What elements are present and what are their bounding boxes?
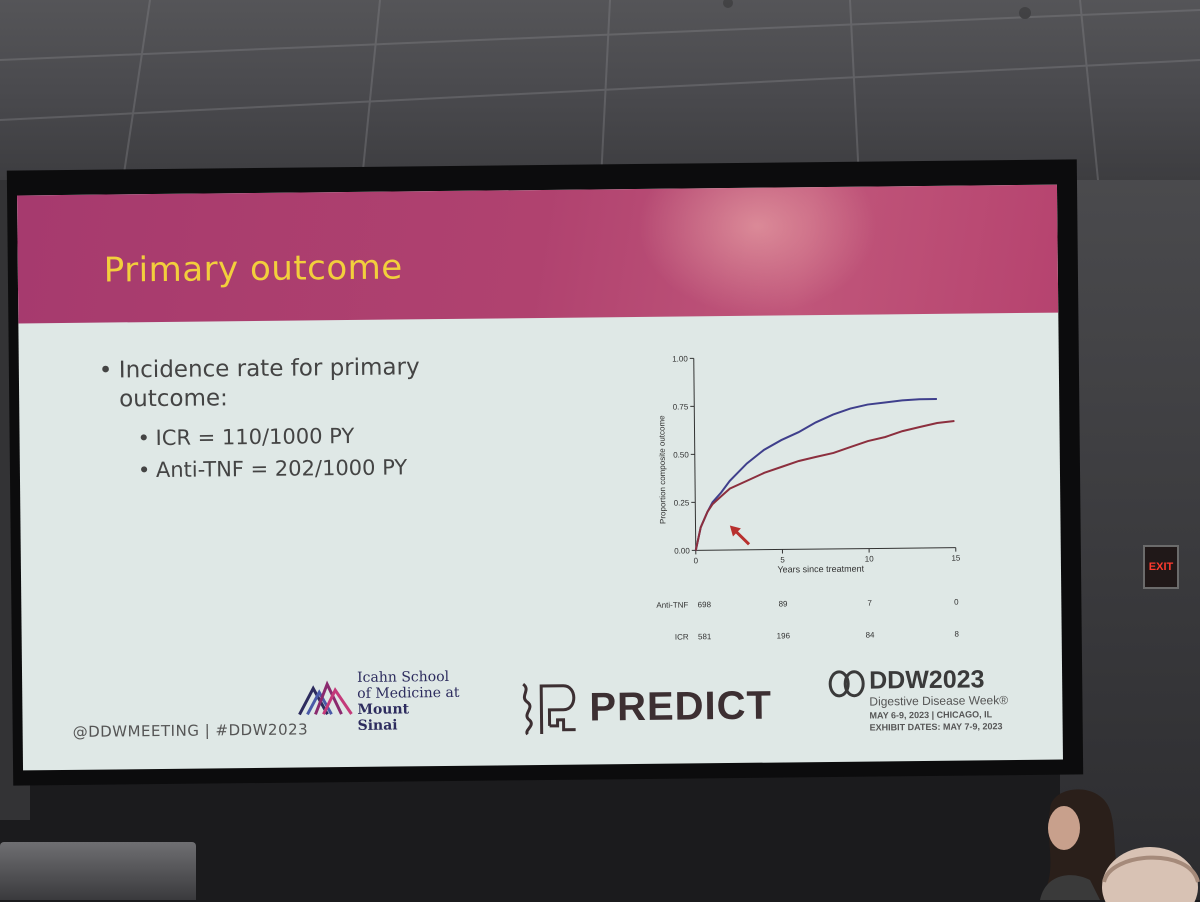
x-axis-label: Years since treatment (777, 564, 864, 575)
bullet-glyph: • (99, 356, 113, 385)
ddw-title: DDW2023 (869, 665, 985, 695)
annotation-arrow (735, 530, 749, 544)
predict-icon (517, 680, 586, 737)
bullet-glyph: • (138, 458, 156, 482)
ceiling-light (1019, 7, 1031, 19)
sub-bullet-item: •ICR = 110/1000 PY (137, 422, 537, 450)
exit-sign-text: EXIT (1147, 561, 1175, 573)
icahn-line: Sinai (358, 717, 460, 734)
risk-table-value: 581 (698, 632, 712, 641)
ddw-dates: MAY 6-9, 2023 | CHICAGO, IL (869, 709, 992, 720)
ddw-exhibit-dates: EXHIBIT DATES: MAY 7-9, 2023 (870, 721, 1003, 732)
icahn-text: Icahn School of Medicine at Mount Sinai (357, 669, 460, 734)
bullet-glyph: • (137, 426, 155, 450)
x-tick-label: 5 (780, 555, 785, 564)
header-glow (637, 186, 878, 317)
x-tick-label: 10 (865, 555, 875, 564)
x-axis (696, 548, 956, 551)
risk-table-value: 8 (954, 630, 959, 639)
sub-bullet-text: Anti-TNF = 202/1000 PY (156, 455, 408, 482)
ddw-icon (827, 669, 867, 699)
y-tick-label: 1.00 (672, 354, 688, 363)
icahn-line: of Medicine at (357, 685, 459, 702)
risk-table-value: 196 (777, 631, 791, 640)
projector (0, 842, 196, 900)
risk-table-value: 7 (867, 599, 872, 608)
x-tick-label: 0 (694, 556, 699, 565)
mountain-icon (297, 674, 355, 717)
cumulative-incidence-chart: 0.00 0.25 0.50 0.75 1.00 0 5 10 15 Years since tr… (619, 351, 972, 655)
risk-table-value: 84 (866, 631, 876, 640)
predict-logo: PREDICT (517, 677, 818, 740)
risk-table-value: 89 (779, 599, 789, 608)
sub-bullet-item: •Anti-TNF = 202/1000 PY (138, 454, 538, 482)
risk-table-label: ICR (675, 632, 689, 641)
slide-title: Primary outcome (104, 247, 403, 290)
y-tick-label: 0.75 (673, 402, 689, 411)
ddw-logo: DDW2023 Digestive Disease Week® MAY 6-9,… (827, 665, 1048, 747)
sub-bullet-text: ICR = 110/1000 PY (155, 424, 354, 450)
bullet-item: • Incidence rate for primary outcome: (99, 352, 529, 357)
icahn-line: Mount (357, 701, 459, 718)
bullet-text: Incidence rate for primary outcome: (119, 352, 520, 414)
risk-table-label: Anti-TNF (656, 600, 688, 609)
risk-table-value: 0 (954, 598, 959, 607)
predict-wordmark: PREDICT (589, 684, 772, 731)
y-tick-label: 0.50 (673, 450, 689, 459)
icahn-line: Icahn School (357, 669, 459, 686)
footer-handle: @DDWMEETING | #DDW2023 (73, 720, 309, 740)
ddw-subtitle: Digestive Disease Week® (869, 693, 1008, 708)
y-tick-label: 0.00 (674, 546, 690, 555)
exit-sign: EXIT (1143, 545, 1179, 589)
y-axis-label: Proportion composite outcome (657, 415, 667, 524)
x-tick-label: 15 (951, 554, 961, 563)
risk-table-value: 698 (698, 600, 712, 609)
y-tick-label: 0.25 (674, 498, 690, 507)
audience-member (1100, 842, 1200, 902)
ceiling-light (723, 0, 733, 8)
icahn-mount-sinai-logo: Icahn School of Medicine at Mount Sinai (297, 668, 498, 740)
presentation-slide: Primary outcome • Incidence rate for pri… (17, 185, 1063, 771)
slide-header: Primary outcome (17, 185, 1058, 324)
